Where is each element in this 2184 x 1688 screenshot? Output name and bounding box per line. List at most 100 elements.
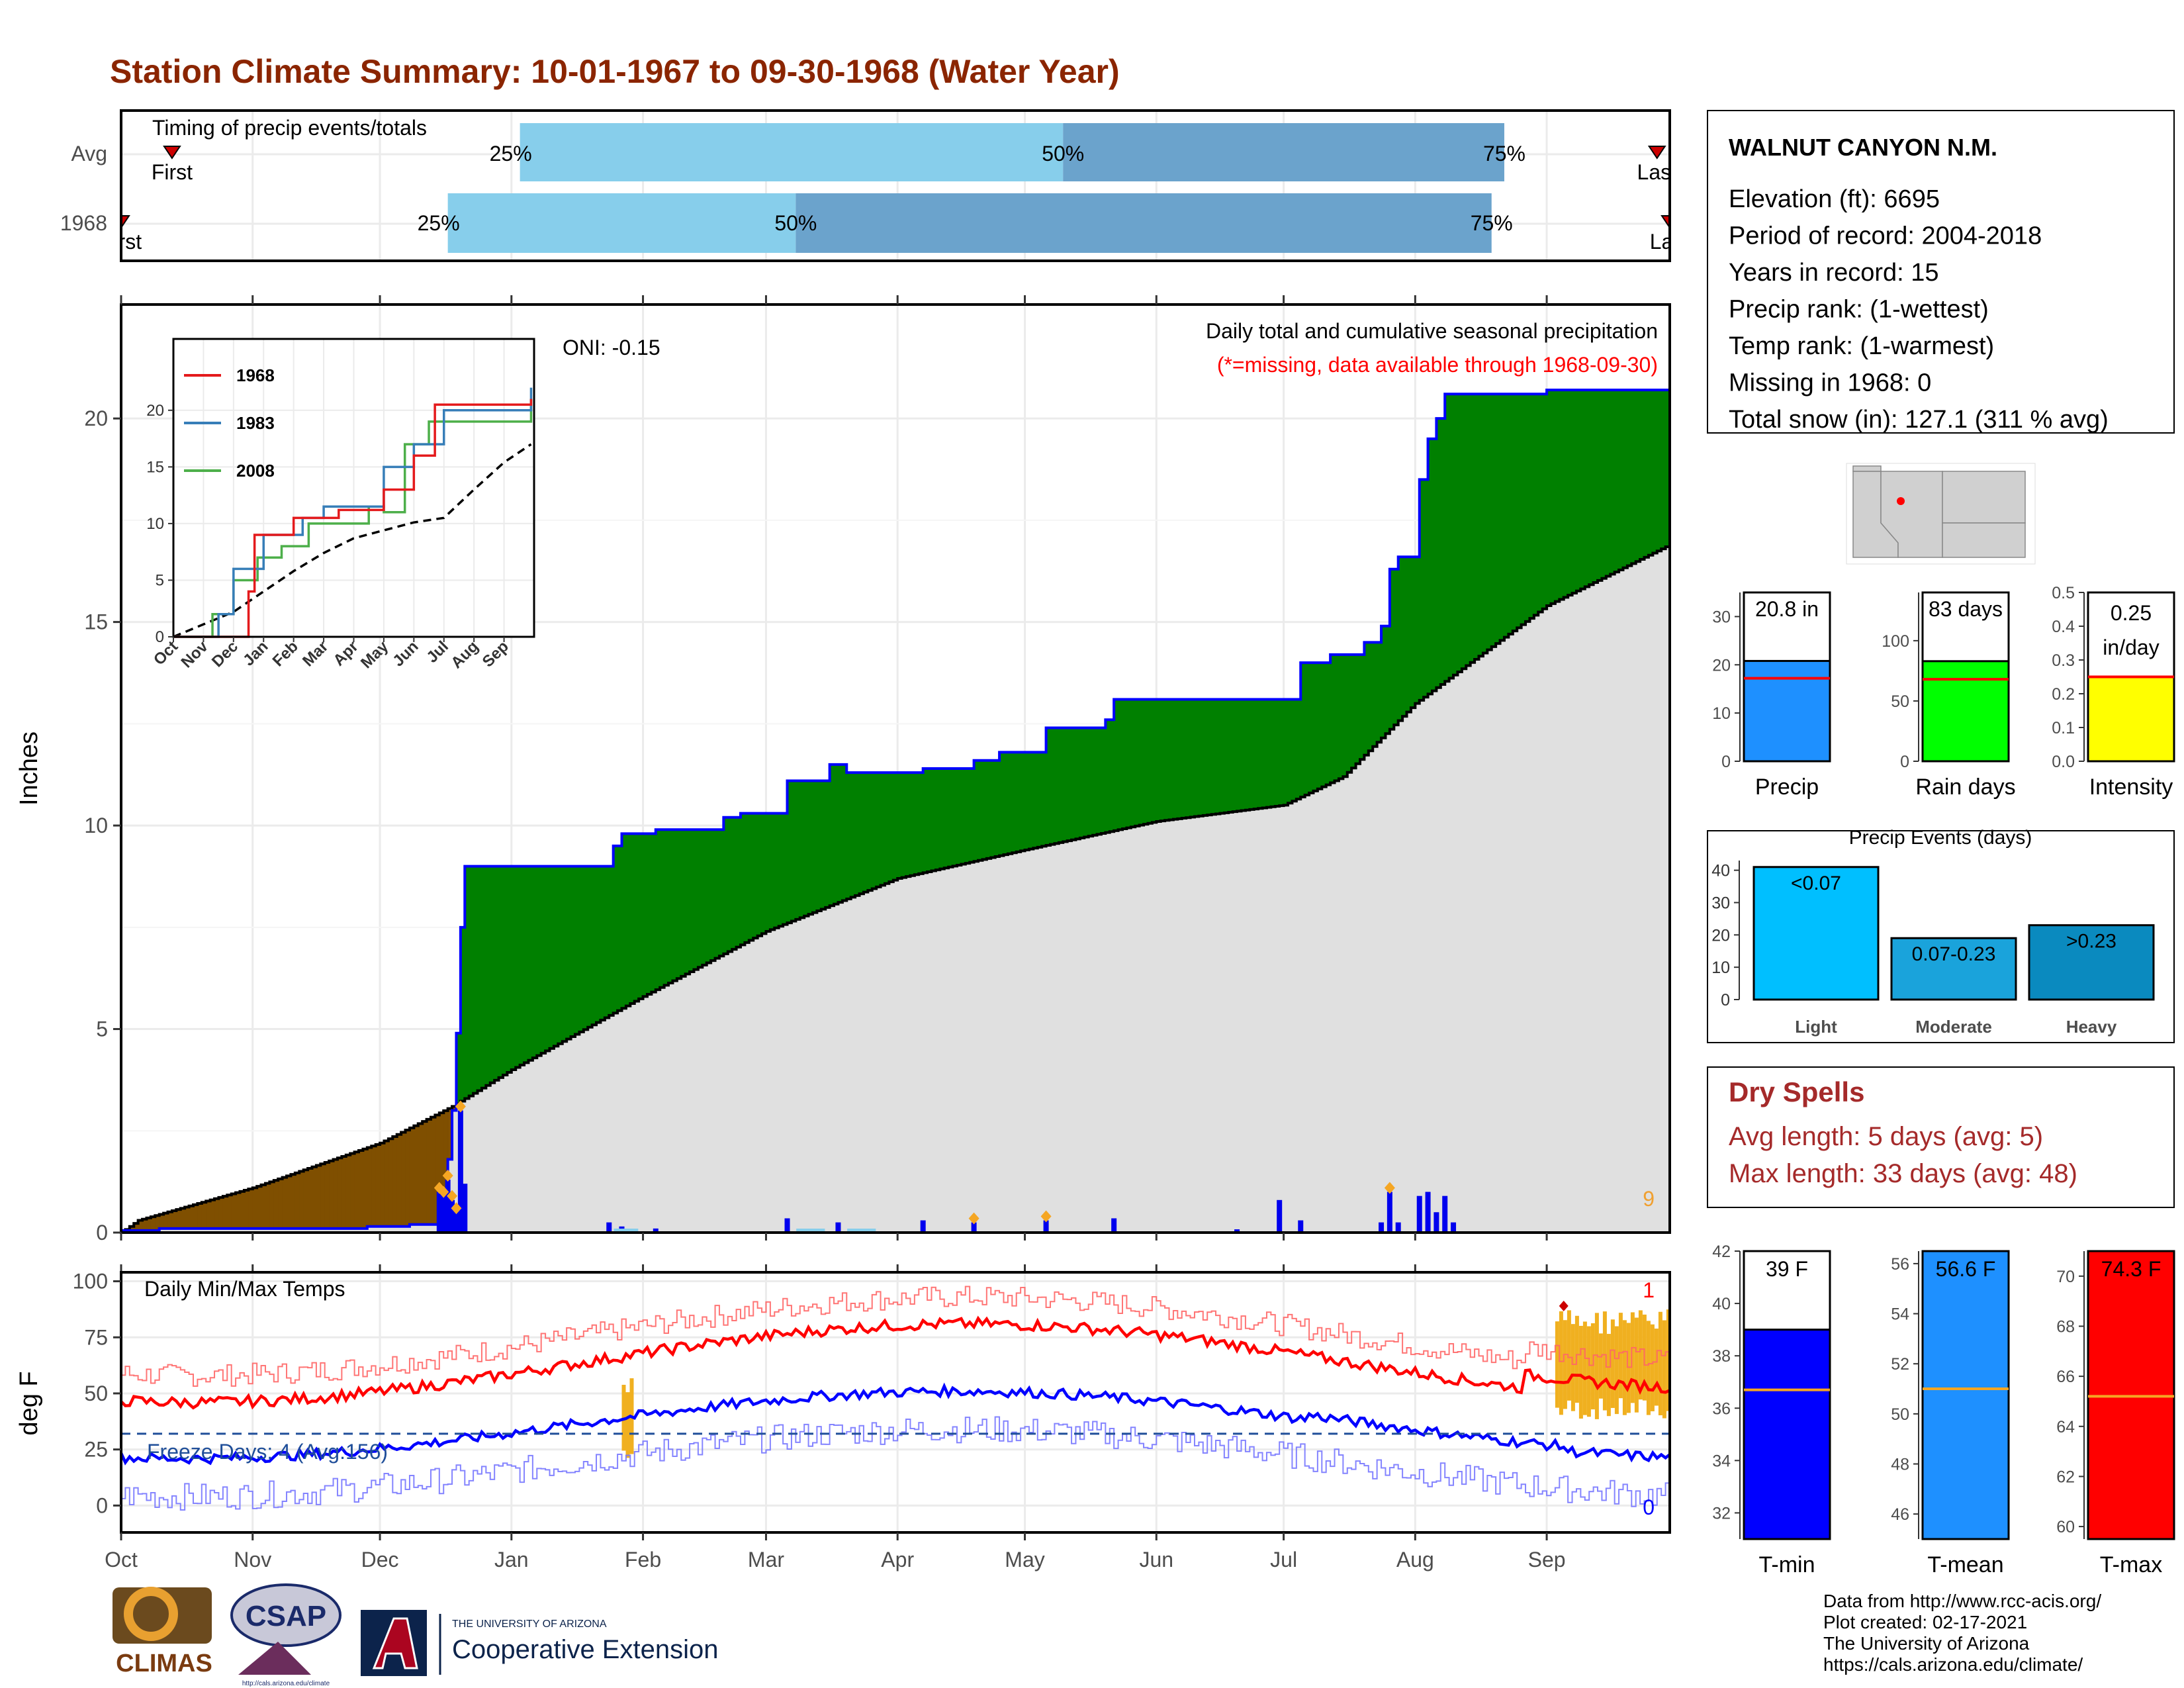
temp-anomaly-fill	[1614, 1326, 1619, 1415]
precip-above-normal-fill	[1169, 699, 1174, 820]
precip-above-normal-fill	[460, 927, 465, 1102]
temp-anomaly-fill	[1598, 1333, 1603, 1399]
temp-anomaly-fill	[1586, 1326, 1591, 1417]
temp-anomaly-fill	[1610, 1319, 1615, 1408]
precip-above-normal-fill	[1130, 699, 1136, 827]
precip-above-normal-fill	[995, 760, 1000, 857]
precip-above-normal-fill	[1436, 418, 1441, 688]
precip-above-normal-fill	[562, 866, 567, 1042]
timing-panel: 25% 50% 75% First Last 25% 50% 75% First Last Tim…	[60, 109, 1671, 262]
locator-map	[1846, 463, 2036, 565]
events-ytick-label: 30	[1711, 894, 1730, 912]
temp-bar-ytick-label: 38	[1712, 1347, 1731, 1366]
daily-precip-bar	[1298, 1220, 1304, 1233]
first-event-marker	[163, 146, 181, 160]
temp-ytick-label: 25	[84, 1438, 108, 1462]
summary-bar-ytick-label: 0	[1900, 753, 1909, 771]
precip-above-normal-fill	[1199, 699, 1204, 816]
precip-above-normal-fill	[545, 866, 551, 1051]
precip-below-normal-fill	[206, 1201, 211, 1229]
precip-above-normal-fill	[1283, 699, 1289, 806]
station-info-line: Total snow (in): 127.1 (311 % avg)	[1729, 406, 2109, 434]
precip-above-normal-fill	[1232, 699, 1238, 812]
temp-ytick-label: 100	[73, 1270, 108, 1293]
temp-anomaly-fill	[1654, 1329, 1659, 1406]
precip-above-normal-fill	[1606, 390, 1611, 577]
temp-panel-frame	[120, 1271, 1671, 1534]
precip-above-normal-fill	[1075, 727, 1081, 839]
precip-above-normal-fill	[986, 760, 991, 859]
record-precip-marker	[968, 1212, 979, 1225]
precip-above-normal-fill	[1250, 699, 1255, 810]
precip-above-normal-fill	[1381, 626, 1387, 738]
daily-precip-bar	[1379, 1222, 1385, 1233]
summary-bar-label: Precip	[1755, 774, 1819, 800]
precip-above-normal-fill	[919, 773, 924, 874]
precip-above-normal-fill	[1602, 390, 1607, 579]
temp-anomaly-fill	[1578, 1325, 1583, 1419]
daily-precip-bar	[1451, 1222, 1457, 1233]
precip-above-normal-fill	[1398, 557, 1403, 721]
precip-below-normal-fill	[189, 1205, 194, 1229]
summary-bar-ytick-label: 20	[1712, 656, 1731, 675]
state-colorado	[1942, 471, 2026, 524]
temp-bar-ytick-label: 66	[2056, 1368, 2075, 1386]
precip-above-normal-fill	[1317, 663, 1322, 789]
precip-above-normal-fill	[541, 866, 546, 1054]
precip-above-normal-fill	[600, 866, 606, 1021]
precip-above-normal-fill	[574, 866, 580, 1035]
ua-logo: THE UNIVERSITY OF ARIZONA Cooperative Ex…	[361, 1610, 718, 1676]
events-ytick-label: 40	[1711, 862, 1730, 880]
event-bar-value-label: >0.23	[2066, 931, 2116, 953]
precip-above-normal-fill	[978, 760, 983, 861]
summary-bar-ytick-label: 0	[1721, 753, 1731, 771]
precip-above-normal-fill	[1079, 727, 1085, 838]
temp-panel: 0 25 50 75 100 Oct Nov Dec Jan Feb Mar Apr May Jun Ju…	[15, 1270, 1671, 1571]
station-info-line: Elevation (ft): 6695	[1729, 185, 1940, 213]
dry-spells-box: Dry Spells Avg length: 5 days (avg: 5) M…	[1707, 1066, 2175, 1208]
events-ytick-label: 10	[1711, 959, 1730, 977]
precip-above-normal-fill	[494, 866, 500, 1080]
precip-above-normal-fill	[757, 813, 762, 936]
credit-line: The University of Arizona	[1823, 1633, 2030, 1654]
summary-bar-ytick-label: 30	[1712, 608, 1731, 626]
summary-bar-label: Rain days	[1915, 774, 2015, 800]
month-xtick-label: Feb	[625, 1548, 661, 1571]
precip-below-normal-fill	[384, 1141, 389, 1227]
temp-bar-fill	[1921, 1250, 2010, 1540]
precip-above-normal-fill	[1326, 663, 1331, 785]
precip-ytick-label: 0	[96, 1221, 108, 1244]
temp-bar-ytick-label: 52	[1891, 1355, 1909, 1374]
temp-bar-ytick-label: 54	[1891, 1305, 1909, 1324]
temp-bar-ytick-label: 48	[1891, 1456, 1909, 1474]
precip-above-normal-fill	[1635, 390, 1641, 562]
precip-above-normal-fill	[1109, 720, 1115, 832]
precip-above-normal-fill	[1122, 699, 1127, 829]
precip-above-normal-fill	[469, 866, 474, 1096]
precip-above-normal-fill	[1322, 663, 1327, 787]
trace-precip-marker	[860, 1229, 876, 1231]
precip-ylabel: Inches	[15, 731, 43, 806]
csap-cloud	[230, 1583, 341, 1647]
timing-label-75: 75%	[1471, 211, 1513, 235]
precip-below-normal-fill	[333, 1159, 338, 1229]
precip-below-normal-fill	[134, 1223, 139, 1231]
precip-above-normal-fill	[1173, 699, 1178, 820]
summary-bar-ytick-label: 0.4	[2052, 618, 2075, 636]
precip-above-normal-fill	[838, 764, 843, 903]
precip-above-normal-fill	[982, 760, 987, 860]
dry-spells-max: Max length: 33 days (avg: 48)	[1729, 1159, 2077, 1188]
precip-above-normal-fill	[796, 780, 801, 919]
precip-above-normal-fill	[1177, 699, 1183, 819]
precip-above-normal-fill	[1126, 699, 1132, 828]
precip-above-normal-fill	[1610, 390, 1615, 575]
precip-above-normal-fill	[1114, 699, 1119, 831]
precip-above-normal-fill	[685, 829, 690, 974]
precip-above-normal-fill	[855, 773, 860, 896]
precip-above-normal-fill	[965, 769, 970, 864]
precip-above-normal-fill	[1007, 752, 1013, 854]
precip-above-normal-fill	[1253, 699, 1259, 810]
precip-above-normal-fill	[940, 769, 945, 869]
inset-ytick-label: 5	[156, 571, 164, 589]
precip-above-normal-fill	[1186, 699, 1191, 818]
